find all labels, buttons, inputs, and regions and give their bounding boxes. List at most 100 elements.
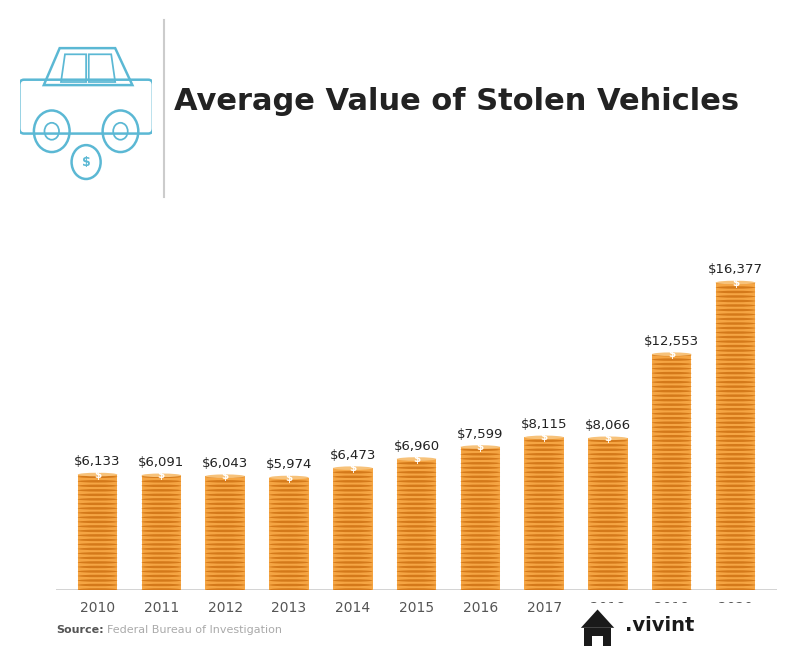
Ellipse shape xyxy=(142,507,181,510)
Ellipse shape xyxy=(396,557,437,559)
Ellipse shape xyxy=(652,381,691,383)
Ellipse shape xyxy=(461,543,500,546)
Ellipse shape xyxy=(142,516,181,519)
Bar xyxy=(78,474,117,590)
Ellipse shape xyxy=(461,453,500,455)
Ellipse shape xyxy=(525,525,564,528)
Ellipse shape xyxy=(142,521,181,523)
Bar xyxy=(142,476,181,590)
Ellipse shape xyxy=(78,557,117,559)
Ellipse shape xyxy=(716,512,755,514)
Ellipse shape xyxy=(588,458,628,460)
Ellipse shape xyxy=(333,512,372,514)
Ellipse shape xyxy=(588,584,628,586)
Text: $8,066: $8,066 xyxy=(585,419,631,432)
Ellipse shape xyxy=(652,358,691,361)
Ellipse shape xyxy=(269,521,308,523)
Ellipse shape xyxy=(525,512,564,514)
Ellipse shape xyxy=(396,480,437,483)
Ellipse shape xyxy=(142,584,181,586)
Ellipse shape xyxy=(205,579,245,582)
Ellipse shape xyxy=(396,512,437,514)
Ellipse shape xyxy=(461,476,500,478)
Ellipse shape xyxy=(461,534,500,536)
Ellipse shape xyxy=(142,557,181,559)
Ellipse shape xyxy=(652,579,691,582)
Ellipse shape xyxy=(142,534,181,536)
Text: Source:: Source: xyxy=(56,625,103,635)
Ellipse shape xyxy=(716,543,755,546)
Ellipse shape xyxy=(333,507,372,510)
Ellipse shape xyxy=(652,507,691,510)
Ellipse shape xyxy=(78,516,117,519)
Ellipse shape xyxy=(333,584,372,586)
Ellipse shape xyxy=(269,530,308,532)
Ellipse shape xyxy=(716,571,755,572)
Ellipse shape xyxy=(205,507,245,510)
Bar xyxy=(269,477,308,590)
Ellipse shape xyxy=(652,561,691,564)
Ellipse shape xyxy=(652,534,691,536)
Ellipse shape xyxy=(269,480,308,483)
Ellipse shape xyxy=(333,552,372,555)
Ellipse shape xyxy=(142,498,181,500)
Ellipse shape xyxy=(525,571,564,572)
Ellipse shape xyxy=(716,309,755,311)
Ellipse shape xyxy=(396,571,437,572)
Ellipse shape xyxy=(142,480,181,483)
Ellipse shape xyxy=(716,566,755,568)
Ellipse shape xyxy=(588,566,628,568)
Ellipse shape xyxy=(78,574,117,577)
Ellipse shape xyxy=(652,471,691,474)
Ellipse shape xyxy=(205,489,245,491)
Ellipse shape xyxy=(333,485,372,487)
Ellipse shape xyxy=(525,543,564,546)
Text: $8,115: $8,115 xyxy=(521,418,567,431)
Ellipse shape xyxy=(78,588,117,591)
Ellipse shape xyxy=(588,449,628,451)
Ellipse shape xyxy=(396,502,437,505)
Ellipse shape xyxy=(525,566,564,568)
Ellipse shape xyxy=(205,534,245,536)
Ellipse shape xyxy=(78,534,117,536)
Ellipse shape xyxy=(142,538,181,541)
Ellipse shape xyxy=(78,579,117,582)
Ellipse shape xyxy=(652,489,691,491)
Ellipse shape xyxy=(652,435,691,438)
Ellipse shape xyxy=(652,574,691,577)
Ellipse shape xyxy=(652,453,691,455)
Ellipse shape xyxy=(461,579,500,582)
Ellipse shape xyxy=(716,421,755,424)
Ellipse shape xyxy=(716,403,755,406)
Ellipse shape xyxy=(716,466,755,469)
Ellipse shape xyxy=(716,358,755,361)
Text: $: $ xyxy=(82,155,91,168)
Ellipse shape xyxy=(652,485,691,487)
Ellipse shape xyxy=(269,507,308,510)
Ellipse shape xyxy=(205,538,245,541)
Ellipse shape xyxy=(78,485,117,487)
Ellipse shape xyxy=(142,548,181,550)
Ellipse shape xyxy=(396,462,437,464)
Text: $6,091: $6,091 xyxy=(139,456,184,469)
Ellipse shape xyxy=(269,498,308,500)
Ellipse shape xyxy=(525,507,564,510)
Ellipse shape xyxy=(652,385,691,388)
Ellipse shape xyxy=(588,512,628,514)
Ellipse shape xyxy=(461,530,500,532)
Ellipse shape xyxy=(652,352,691,356)
Ellipse shape xyxy=(588,557,628,559)
Ellipse shape xyxy=(716,372,755,375)
Ellipse shape xyxy=(396,588,437,591)
Ellipse shape xyxy=(652,476,691,478)
Ellipse shape xyxy=(716,426,755,428)
Ellipse shape xyxy=(652,494,691,496)
Ellipse shape xyxy=(525,453,564,455)
Ellipse shape xyxy=(716,363,755,365)
Ellipse shape xyxy=(142,530,181,532)
Ellipse shape xyxy=(716,295,755,298)
Ellipse shape xyxy=(588,502,628,505)
Ellipse shape xyxy=(716,281,755,284)
Ellipse shape xyxy=(716,413,755,415)
Ellipse shape xyxy=(333,476,372,478)
